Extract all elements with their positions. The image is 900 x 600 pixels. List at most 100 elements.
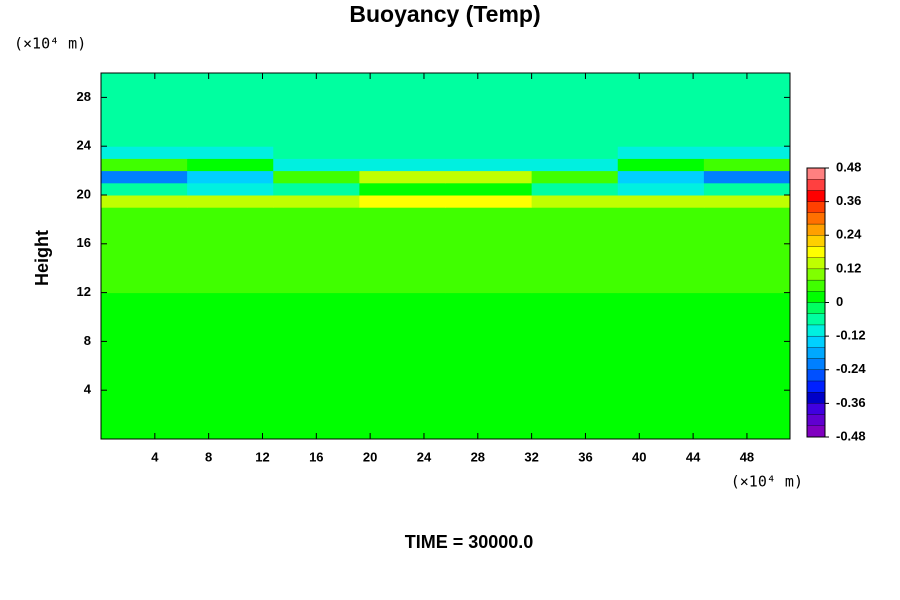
cell — [187, 219, 274, 233]
cell — [359, 292, 446, 306]
cell — [101, 243, 188, 257]
x-unit: (×10⁴ m) — [731, 473, 803, 491]
cell — [101, 97, 188, 111]
cell — [617, 121, 705, 135]
cell — [531, 146, 619, 159]
cell — [101, 280, 188, 294]
colorbar-tick-label: -0.48 — [836, 428, 866, 443]
cell — [445, 231, 533, 245]
cell — [445, 390, 533, 403]
cell — [617, 243, 705, 257]
cell — [445, 341, 533, 355]
cell — [359, 97, 446, 111]
cell — [187, 158, 274, 172]
cell — [445, 378, 533, 391]
colorbar-swatch — [806, 246, 826, 258]
cell — [101, 182, 188, 196]
cell — [531, 195, 619, 208]
cell — [359, 414, 446, 428]
cell — [359, 170, 446, 184]
chart-title: Buoyancy (Temp) — [349, 1, 540, 27]
cell — [359, 353, 446, 367]
cell — [101, 292, 188, 306]
cell — [359, 365, 446, 379]
colorbar-tick-label: 0.36 — [836, 193, 861, 208]
cell — [273, 414, 360, 428]
colorbar-swatch — [806, 403, 826, 415]
cell — [531, 414, 619, 428]
cell — [617, 268, 705, 281]
cell — [703, 243, 791, 257]
cell — [273, 158, 360, 172]
cell — [359, 85, 446, 98]
colorbar-tick-label: 0.48 — [836, 159, 861, 174]
cell — [273, 243, 360, 257]
plot-frame — [100, 72, 791, 440]
y-tick-label: 8 — [84, 333, 91, 348]
cell — [187, 121, 274, 135]
cell — [531, 134, 619, 147]
cell — [445, 304, 533, 318]
y-tick-label: 28 — [77, 89, 91, 104]
cell — [617, 97, 705, 111]
cell — [531, 207, 619, 220]
cell — [187, 402, 274, 416]
y-axis-label: Height — [32, 230, 52, 286]
x-tick-label: 4 — [151, 449, 159, 464]
cell — [101, 304, 188, 318]
cell — [273, 73, 360, 86]
cell — [617, 170, 705, 184]
cell — [531, 256, 619, 269]
cell — [703, 231, 791, 245]
colorbar-swatch — [806, 179, 826, 191]
cell — [703, 109, 791, 123]
cell — [445, 121, 533, 135]
cell — [273, 182, 360, 196]
colorbar-tick-label: 0 — [836, 294, 843, 309]
cell — [359, 268, 446, 281]
cell — [445, 219, 533, 233]
cell — [617, 280, 705, 294]
cell — [445, 182, 533, 196]
cell — [187, 341, 274, 355]
cell — [703, 378, 791, 391]
cell — [359, 378, 446, 391]
cell — [445, 256, 533, 269]
cell — [101, 365, 188, 379]
cell — [617, 329, 705, 342]
cell — [703, 402, 791, 416]
cell — [273, 85, 360, 98]
cell — [187, 85, 274, 98]
cell — [531, 121, 619, 135]
x-tick-label: 44 — [686, 449, 701, 464]
cell — [359, 329, 446, 342]
x-tick-label: 8 — [205, 449, 212, 464]
y-tick-label: 24 — [77, 138, 92, 153]
cell — [359, 109, 446, 123]
cell — [187, 304, 274, 318]
cell — [445, 292, 533, 306]
colorbar-swatch — [806, 380, 826, 393]
cell — [703, 280, 791, 294]
cell — [617, 317, 705, 330]
colorbar-swatch — [806, 324, 826, 337]
cell — [445, 353, 533, 367]
colorbar-swatch — [806, 425, 826, 438]
cell — [187, 170, 274, 184]
cell — [531, 365, 619, 379]
cell — [617, 292, 705, 306]
colorbar-swatch — [806, 257, 826, 270]
cell — [101, 109, 188, 123]
cell — [531, 353, 619, 367]
cell — [101, 73, 188, 86]
cell — [703, 268, 791, 281]
cell — [531, 292, 619, 306]
colorbar-swatch — [806, 369, 826, 382]
cell — [273, 97, 360, 111]
cell — [359, 280, 446, 294]
x-tick-label: 12 — [255, 449, 269, 464]
cell — [703, 341, 791, 355]
cell — [101, 134, 188, 147]
cell — [101, 121, 188, 135]
y-tick-label: 20 — [77, 186, 91, 201]
